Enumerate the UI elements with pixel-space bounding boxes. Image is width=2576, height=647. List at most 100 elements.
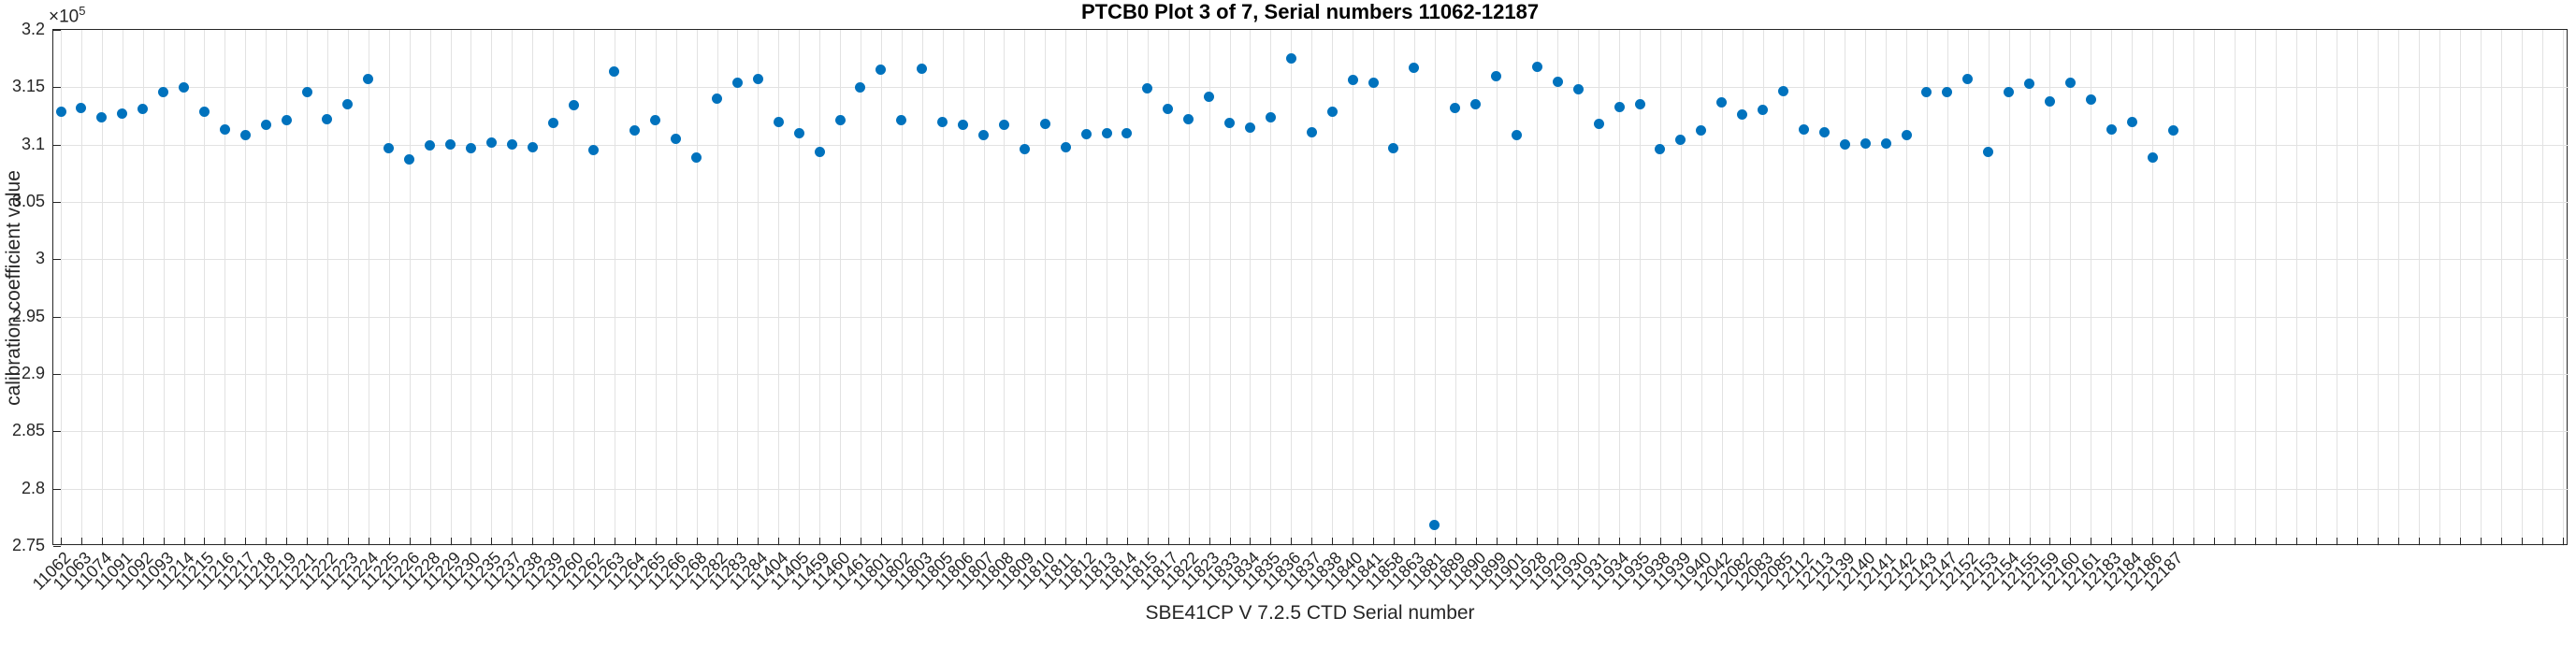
y-gridline [53,488,2569,490]
x-gridline [532,30,534,546]
x-gridline [2192,30,2194,546]
x-gridline [1926,30,1928,546]
y-tick-mark [53,546,61,547]
x-tick-mark [1311,538,1313,545]
x-gridline [2459,30,2461,546]
y-gridline [53,87,2569,89]
data-point [485,137,497,148]
data-point [691,151,702,163]
data-point [1758,105,1769,116]
x-gridline [1988,30,1990,546]
data-point [731,77,743,88]
y-tick-label: 3.1 [21,134,45,153]
y-tick-label: 3.15 [11,77,45,96]
data-point [2004,86,2015,97]
data-point [445,139,456,151]
data-point [1039,119,1050,130]
x-tick-mark [758,538,760,545]
y-tick-mark [53,316,61,318]
data-point [998,120,1009,131]
x-tick-mark [2398,538,2400,545]
data-point [1696,125,1707,137]
x-tick-mark [2070,538,2072,545]
x-tick-mark [1619,538,1621,545]
x-tick-mark [307,538,309,545]
x-tick-mark [1045,538,1047,545]
x-tick-mark [1824,538,1826,545]
x-tick-mark [2480,538,2482,545]
x-tick-mark [1906,538,1907,545]
data-point [2024,79,2035,90]
x-gridline [1126,30,1128,546]
data-point [793,127,804,138]
x-gridline [224,30,226,546]
x-gridline [2521,30,2523,546]
x-gridline [409,30,411,546]
x-gridline [101,30,103,546]
x-gridline [1167,30,1169,546]
x-tick-mark [716,538,718,545]
x-tick-mark [1188,538,1190,545]
x-gridline [1619,30,1621,546]
data-point [1921,86,1932,97]
x-tick-mark [1454,538,1456,545]
x-gridline [655,30,657,546]
data-point [1983,146,1994,157]
data-point [1511,130,1522,141]
data-point [978,130,989,141]
x-gridline [1475,30,1477,546]
data-point [2167,125,2178,137]
x-gridline [1906,30,1907,546]
x-gridline [1496,30,1498,546]
x-tick-mark [2295,538,2297,545]
data-point [1306,126,1317,137]
x-gridline [2419,30,2421,546]
x-tick-mark [634,538,636,545]
x-gridline [1783,30,1785,546]
x-gridline [183,30,185,546]
x-gridline [2111,30,2113,546]
x-gridline [1004,30,1006,546]
x-tick-mark [1126,538,1128,545]
x-tick-mark [2459,538,2461,545]
x-tick-mark [2500,538,2502,545]
x-tick-mark [593,538,595,545]
y-tick-mark [53,431,61,433]
x-tick-mark [266,538,268,545]
x-tick-mark [1926,538,1928,545]
y-gridline [53,202,2569,203]
x-axis-label: SBE41CP V 7.2.5 CTD Serial number [1145,602,1475,624]
y-tick-mark [53,202,61,203]
y-tick-mark [53,144,61,146]
x-gridline [286,30,288,546]
data-point [958,120,969,131]
x-tick-mark [696,538,698,545]
data-point [2147,151,2158,163]
data-point [671,134,682,145]
x-tick-mark [1167,538,1169,545]
x-gridline [1700,30,1702,546]
data-point [1183,114,1194,125]
data-point [1326,106,1338,117]
data-point [876,65,887,76]
x-tick-mark [1413,538,1415,545]
y-axis-scale-exponent: ×105 [49,4,85,27]
x-gridline [2132,30,2134,546]
data-point [2085,94,2096,106]
data-point [1101,127,1112,138]
x-tick-mark [675,538,677,545]
x-gridline [593,30,595,546]
x-tick-mark [347,538,349,545]
x-gridline [429,30,431,546]
x-tick-mark [491,538,493,545]
x-tick-mark [142,538,144,545]
x-gridline [921,30,923,546]
data-point [2106,124,2117,136]
x-tick-mark [2541,538,2543,545]
x-tick-mark [1659,538,1661,545]
x-tick-mark [655,538,657,545]
x-gridline [266,30,268,546]
x-gridline [2254,30,2256,546]
y-tick-label: 2.95 [11,306,45,325]
data-point [896,115,907,126]
